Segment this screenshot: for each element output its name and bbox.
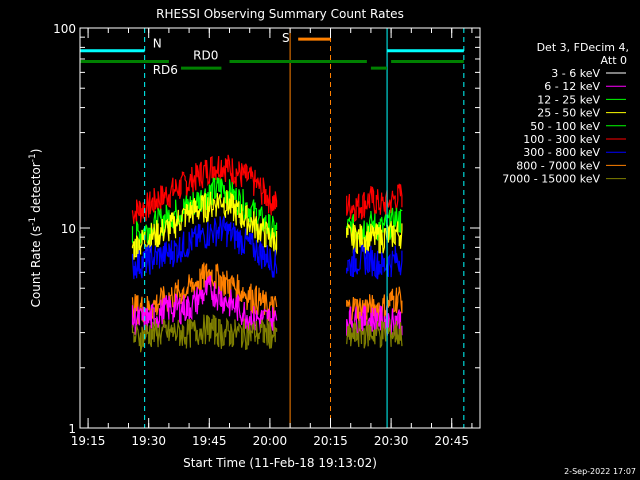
series-line-6-0: [131, 314, 278, 353]
decim-flag-label-b: RD6: [153, 63, 178, 77]
legend-entry-label-3: 25 - 50 keV: [537, 107, 600, 120]
legend-entry-label-8: 7000 - 15000 keV: [502, 173, 600, 186]
data-layer: [131, 154, 403, 353]
y-tick-label-1: 10: [61, 222, 76, 236]
y-tick-label-2: 100: [53, 22, 76, 36]
legend-entry-label-4: 50 - 100 keV: [530, 120, 600, 133]
saa-flag-label: S: [282, 31, 290, 45]
legend-entry-label-6: 300 - 800 keV: [523, 146, 600, 159]
x-tick-label-2: 19:45: [192, 434, 227, 448]
series-line-4-1: [346, 286, 403, 325]
series-line-0-0: [131, 154, 278, 225]
chart-title: RHESSI Observing Summary Count Rates: [156, 7, 404, 21]
series-line-0-1: [346, 183, 403, 223]
x-tick-label-5: 20:30: [374, 434, 409, 448]
x-tick-label-0: 19:15: [71, 434, 106, 448]
legend-header-2: Att 0: [601, 54, 627, 67]
flag-layer: N S RD0 RD6: [79, 28, 465, 428]
legend-header-1: Det 3, FDecim 4,: [537, 41, 629, 54]
series-line-4-0: [131, 262, 278, 325]
series-line-3-0: [131, 216, 278, 280]
generated-timestamp: 2-Sep-2022 17:07: [564, 467, 636, 476]
axis-layer: 19:15 19:30 19:45 20:00 20:15 20:30 20:45 1 10 10…: [53, 22, 481, 448]
y-tick-label-0: 1: [68, 422, 76, 436]
legend-entry-label-5: 100 - 300 keV: [523, 133, 600, 146]
series-line-5-1: [346, 305, 403, 336]
x-axis-label: Start Time (11-Feb-18 19:13:02): [183, 456, 377, 470]
x-tick-label-4: 20:15: [313, 434, 348, 448]
x-tick-label-3: 20:00: [253, 434, 288, 448]
x-tick-label-6: 20:45: [434, 434, 469, 448]
series-line-2-1: [346, 221, 403, 254]
y-axis-label: Count Rate (s-1 detector-1): [28, 149, 43, 308]
series-line-3-1: [346, 244, 403, 280]
legend-entry-label-1: 6 - 12 keV: [544, 80, 600, 93]
night-flag-label: N: [153, 37, 162, 51]
legend-entry-label-7: 800 - 7000 keV: [516, 159, 600, 172]
legend-entry-label-0: 3 - 6 keV: [551, 67, 600, 80]
x-tick-label-1: 19:30: [131, 434, 166, 448]
series-line-6-1: [346, 318, 403, 349]
decim-flag-label-a: RD0: [193, 48, 218, 62]
series-line-2-0: [131, 189, 278, 261]
legend-entry-label-2: 12 - 25 keV: [537, 93, 600, 106]
